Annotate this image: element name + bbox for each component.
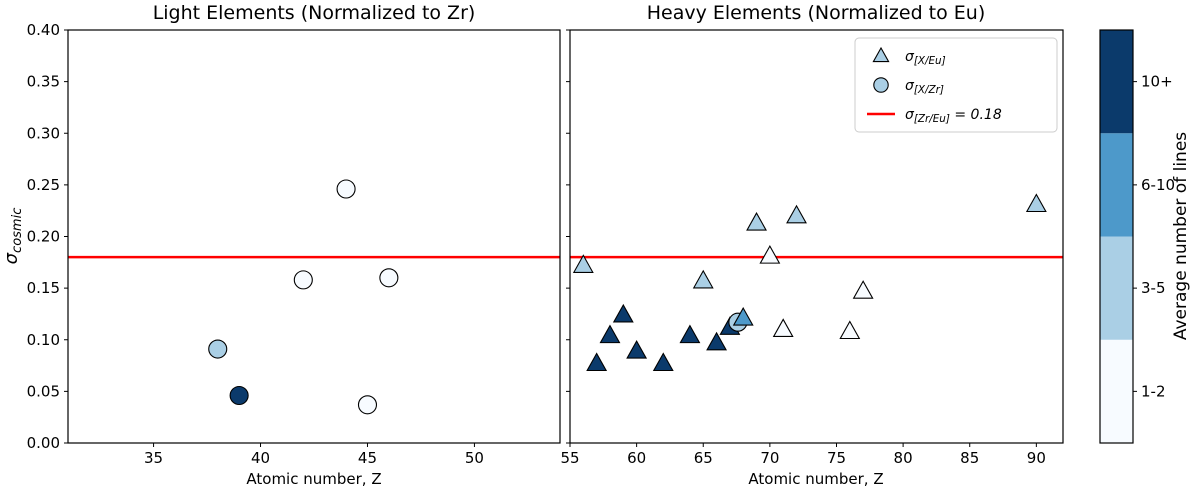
- x-tick-label: 70: [760, 449, 779, 467]
- data-point-triangle: [786, 204, 807, 224]
- x-tick-label: 65: [694, 449, 713, 467]
- yaxis-label: σcosmic: [1, 208, 25, 265]
- data-point-triangle: [692, 269, 714, 289]
- y-tick-label: 0.40: [27, 21, 60, 39]
- x-tick-label: 75: [827, 449, 846, 467]
- colorbar-tick-label: 3-5: [1141, 279, 1166, 297]
- data-point-triangle: [706, 331, 728, 351]
- data-point-triangle: [679, 324, 701, 344]
- colorbar-outline: [1099, 29, 1134, 444]
- data-point-triangle: [746, 211, 767, 231]
- data-point-triangle: [759, 244, 781, 264]
- data-point-circle: [357, 395, 378, 415]
- data-point-triangle: [586, 352, 608, 372]
- y-tick-label: 0.25: [27, 176, 60, 194]
- yaxis-label-subscript: cosmic: [10, 208, 25, 253]
- left-xaxis-label: Atomic number, Z: [246, 470, 381, 488]
- x-tick-label: 35: [144, 449, 163, 467]
- x-tick-label: 55: [560, 449, 579, 467]
- yaxis-label-sigma: σ: [1, 252, 22, 264]
- right-xaxis-label: Atomic number, Z: [748, 470, 883, 488]
- data-point-triangle: [872, 46, 890, 63]
- panel-frame: [67, 29, 561, 444]
- data-point-triangle: [626, 339, 648, 359]
- x-tick-label: 90: [1027, 449, 1046, 467]
- y-tick-label: 0.35: [27, 73, 60, 91]
- data-point-triangle: [852, 280, 874, 299]
- data-point-circle: [379, 268, 399, 288]
- y-tick-label: 0.15: [27, 279, 60, 297]
- x-tick-label: 50: [465, 449, 484, 467]
- x-tick-label: 40: [251, 449, 270, 467]
- colorbar-tick-label: 1-2: [1141, 382, 1166, 400]
- math-label: σ[X/Eu]: [905, 49, 946, 67]
- colorbar-segment: [1100, 30, 1133, 134]
- x-tick-label: 85: [960, 449, 979, 467]
- y-tick-label: 0.20: [27, 228, 60, 246]
- panel-frame: [569, 29, 1064, 444]
- right-panel-title: Heavy Elements (Normalized to Eu): [647, 2, 986, 24]
- data-point-triangle: [652, 352, 674, 372]
- data-point-circle: [336, 179, 356, 199]
- y-tick-label: 0.00: [27, 434, 60, 452]
- colorbar-tick-label: 6-10: [1141, 176, 1175, 194]
- data-point-circle: [229, 385, 249, 406]
- y-tick-label: 0.05: [27, 382, 60, 400]
- y-tick-label: 0.10: [27, 331, 60, 349]
- colorbar-label: Average number of lines: [1171, 132, 1191, 340]
- data-point-circle: [293, 270, 313, 290]
- math-label: σ[Zr/Eu] = 0.18: [905, 107, 1002, 125]
- data-point-triangle: [1025, 193, 1047, 213]
- data-point-triangle: [772, 318, 794, 337]
- plot-area: 35 40 45 50 0.00 0.05 0.10 0.15 0.20 0.25 0.30 0.35…: [27, 21, 1175, 467]
- data-point-triangle: [599, 324, 621, 344]
- x-tick-label: 60: [627, 449, 646, 467]
- colorbar-segment: [1100, 339, 1133, 443]
- data-point-circle: [208, 339, 228, 359]
- left-panel-title: Light Elements (Normalized to Zr): [153, 2, 476, 24]
- data-point-triangle: [612, 303, 634, 323]
- data-point-triangle: [732, 306, 754, 326]
- colorbar-segment: [1100, 236, 1133, 340]
- data-point-triangle: [839, 320, 861, 340]
- colorbar-segment: [1100, 133, 1133, 237]
- data-point-circle: [873, 77, 889, 93]
- y-tick-label: 0.30: [27, 124, 60, 142]
- math-label: σ[X/Zr]: [905, 78, 944, 96]
- x-tick-label: 80: [894, 449, 913, 467]
- data-point-triangle: [572, 254, 594, 273]
- x-tick-label: 45: [358, 449, 377, 467]
- colorbar-tick-label: 10+: [1141, 73, 1173, 91]
- legend-box: [854, 37, 1058, 133]
